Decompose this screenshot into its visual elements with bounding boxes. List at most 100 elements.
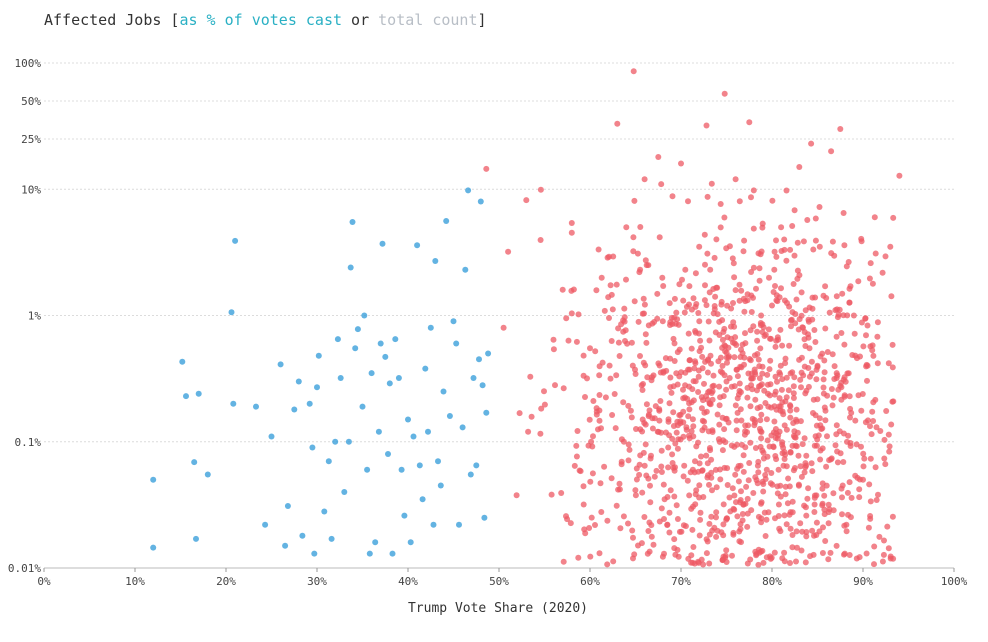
trump-county-point [622, 338, 628, 344]
trump-county-point [734, 373, 741, 380]
trump-county-point [696, 482, 703, 489]
biden-county-point [345, 438, 352, 445]
trump-county-point [798, 547, 805, 554]
trump-county-point [669, 321, 676, 327]
trump-county-point [779, 376, 786, 383]
trump-county-point [811, 494, 818, 501]
trump-county-point [888, 293, 895, 300]
trump-county-point [890, 398, 897, 405]
trump-county-point [671, 536, 678, 543]
trump-county-point [642, 257, 649, 264]
trump-county-point [823, 463, 830, 470]
trump-county-point [713, 509, 720, 516]
trump-county-point [728, 383, 735, 390]
trump-county-point [788, 316, 795, 323]
trump-county-point [796, 164, 803, 170]
trump-county-point [855, 278, 862, 285]
trump-county-point [703, 302, 710, 309]
trump-county-point [754, 337, 761, 344]
biden-county-point [379, 240, 386, 247]
trump-county-point [752, 548, 759, 555]
trump-county-point [621, 305, 628, 312]
trump-county-point [593, 405, 600, 412]
trump-county-point [698, 344, 705, 351]
trump-county-point [772, 426, 779, 432]
trump-county-point [770, 289, 777, 295]
trump-county-point [819, 425, 826, 432]
trump-county-point [645, 322, 652, 329]
x-tick-label: 90% [853, 575, 873, 588]
biden-county-point [284, 503, 291, 509]
trump-county-point [830, 490, 837, 497]
trump-county-point [613, 281, 620, 288]
trump-county-point [789, 509, 796, 516]
trump-county-point [671, 314, 678, 321]
trump-county-point [643, 339, 650, 346]
trump-county-point [801, 469, 808, 476]
trump-county-point [846, 552, 853, 558]
trump-county-point [731, 323, 738, 330]
trump-county-point [693, 487, 700, 494]
trump-county-point [718, 529, 725, 536]
trump-county-point [843, 521, 850, 528]
trump-county-point [787, 370, 794, 377]
trump-county-point [828, 386, 835, 392]
trump-county-point [706, 560, 713, 567]
trump-county-point [738, 346, 744, 353]
trump-county-point [820, 384, 827, 391]
trump-county-point [703, 408, 710, 415]
x-tick-label: 60% [580, 575, 600, 588]
trump-county-point [760, 559, 767, 566]
trump-county-point [776, 369, 783, 376]
biden-county-point [306, 400, 313, 407]
trump-county-point [580, 352, 587, 359]
trump-county-point [774, 378, 780, 385]
trump-county-point [740, 248, 747, 255]
trump-county-point [758, 381, 765, 388]
trump-county-point [804, 495, 811, 502]
trump-county-point [852, 472, 859, 479]
trump-county-point [837, 126, 844, 132]
biden-county-point [430, 521, 437, 528]
trump-county-point [795, 482, 802, 489]
biden-county-point [262, 521, 269, 528]
trump-county-point [674, 546, 681, 553]
trump-county-point [640, 449, 647, 456]
trump-county-point [867, 260, 874, 267]
trump-county-point [598, 274, 605, 281]
title-count-option[interactable]: total count [378, 11, 478, 29]
trump-county-point [730, 300, 736, 306]
trump-county-point [797, 376, 804, 383]
trump-county-point [607, 282, 614, 289]
trump-county-point [631, 197, 638, 204]
trump-county-point [790, 281, 797, 287]
trump-county-point [805, 485, 812, 492]
trump-county-point [656, 406, 663, 413]
trump-county-point [635, 318, 642, 325]
trump-county-point [632, 487, 639, 494]
title-percent-option[interactable]: as % of votes cast [179, 11, 343, 29]
trump-county-point [590, 398, 597, 404]
trump-county-point [771, 248, 778, 255]
trump-county-point [751, 417, 758, 423]
trump-county-point [686, 357, 693, 364]
trump-county-point [783, 463, 790, 470]
trump-county-point [762, 476, 769, 482]
trump-county-point [755, 469, 762, 476]
biden-county-point [372, 539, 379, 546]
trump-county-point [773, 253, 780, 260]
trump-county-point [632, 371, 639, 377]
trump-county-point [793, 528, 800, 535]
trump-county-point [834, 314, 841, 321]
trump-county-point [680, 522, 687, 529]
trump-county-point [882, 253, 889, 260]
trump-county-point [708, 474, 715, 481]
trump-county-point [604, 561, 611, 568]
trump-county-point [847, 440, 854, 446]
trump-county-point [789, 442, 796, 449]
biden-county-point [485, 350, 492, 357]
trump-county-point [685, 330, 692, 337]
trump-county-point [674, 349, 681, 356]
trump-county-point [706, 337, 713, 344]
